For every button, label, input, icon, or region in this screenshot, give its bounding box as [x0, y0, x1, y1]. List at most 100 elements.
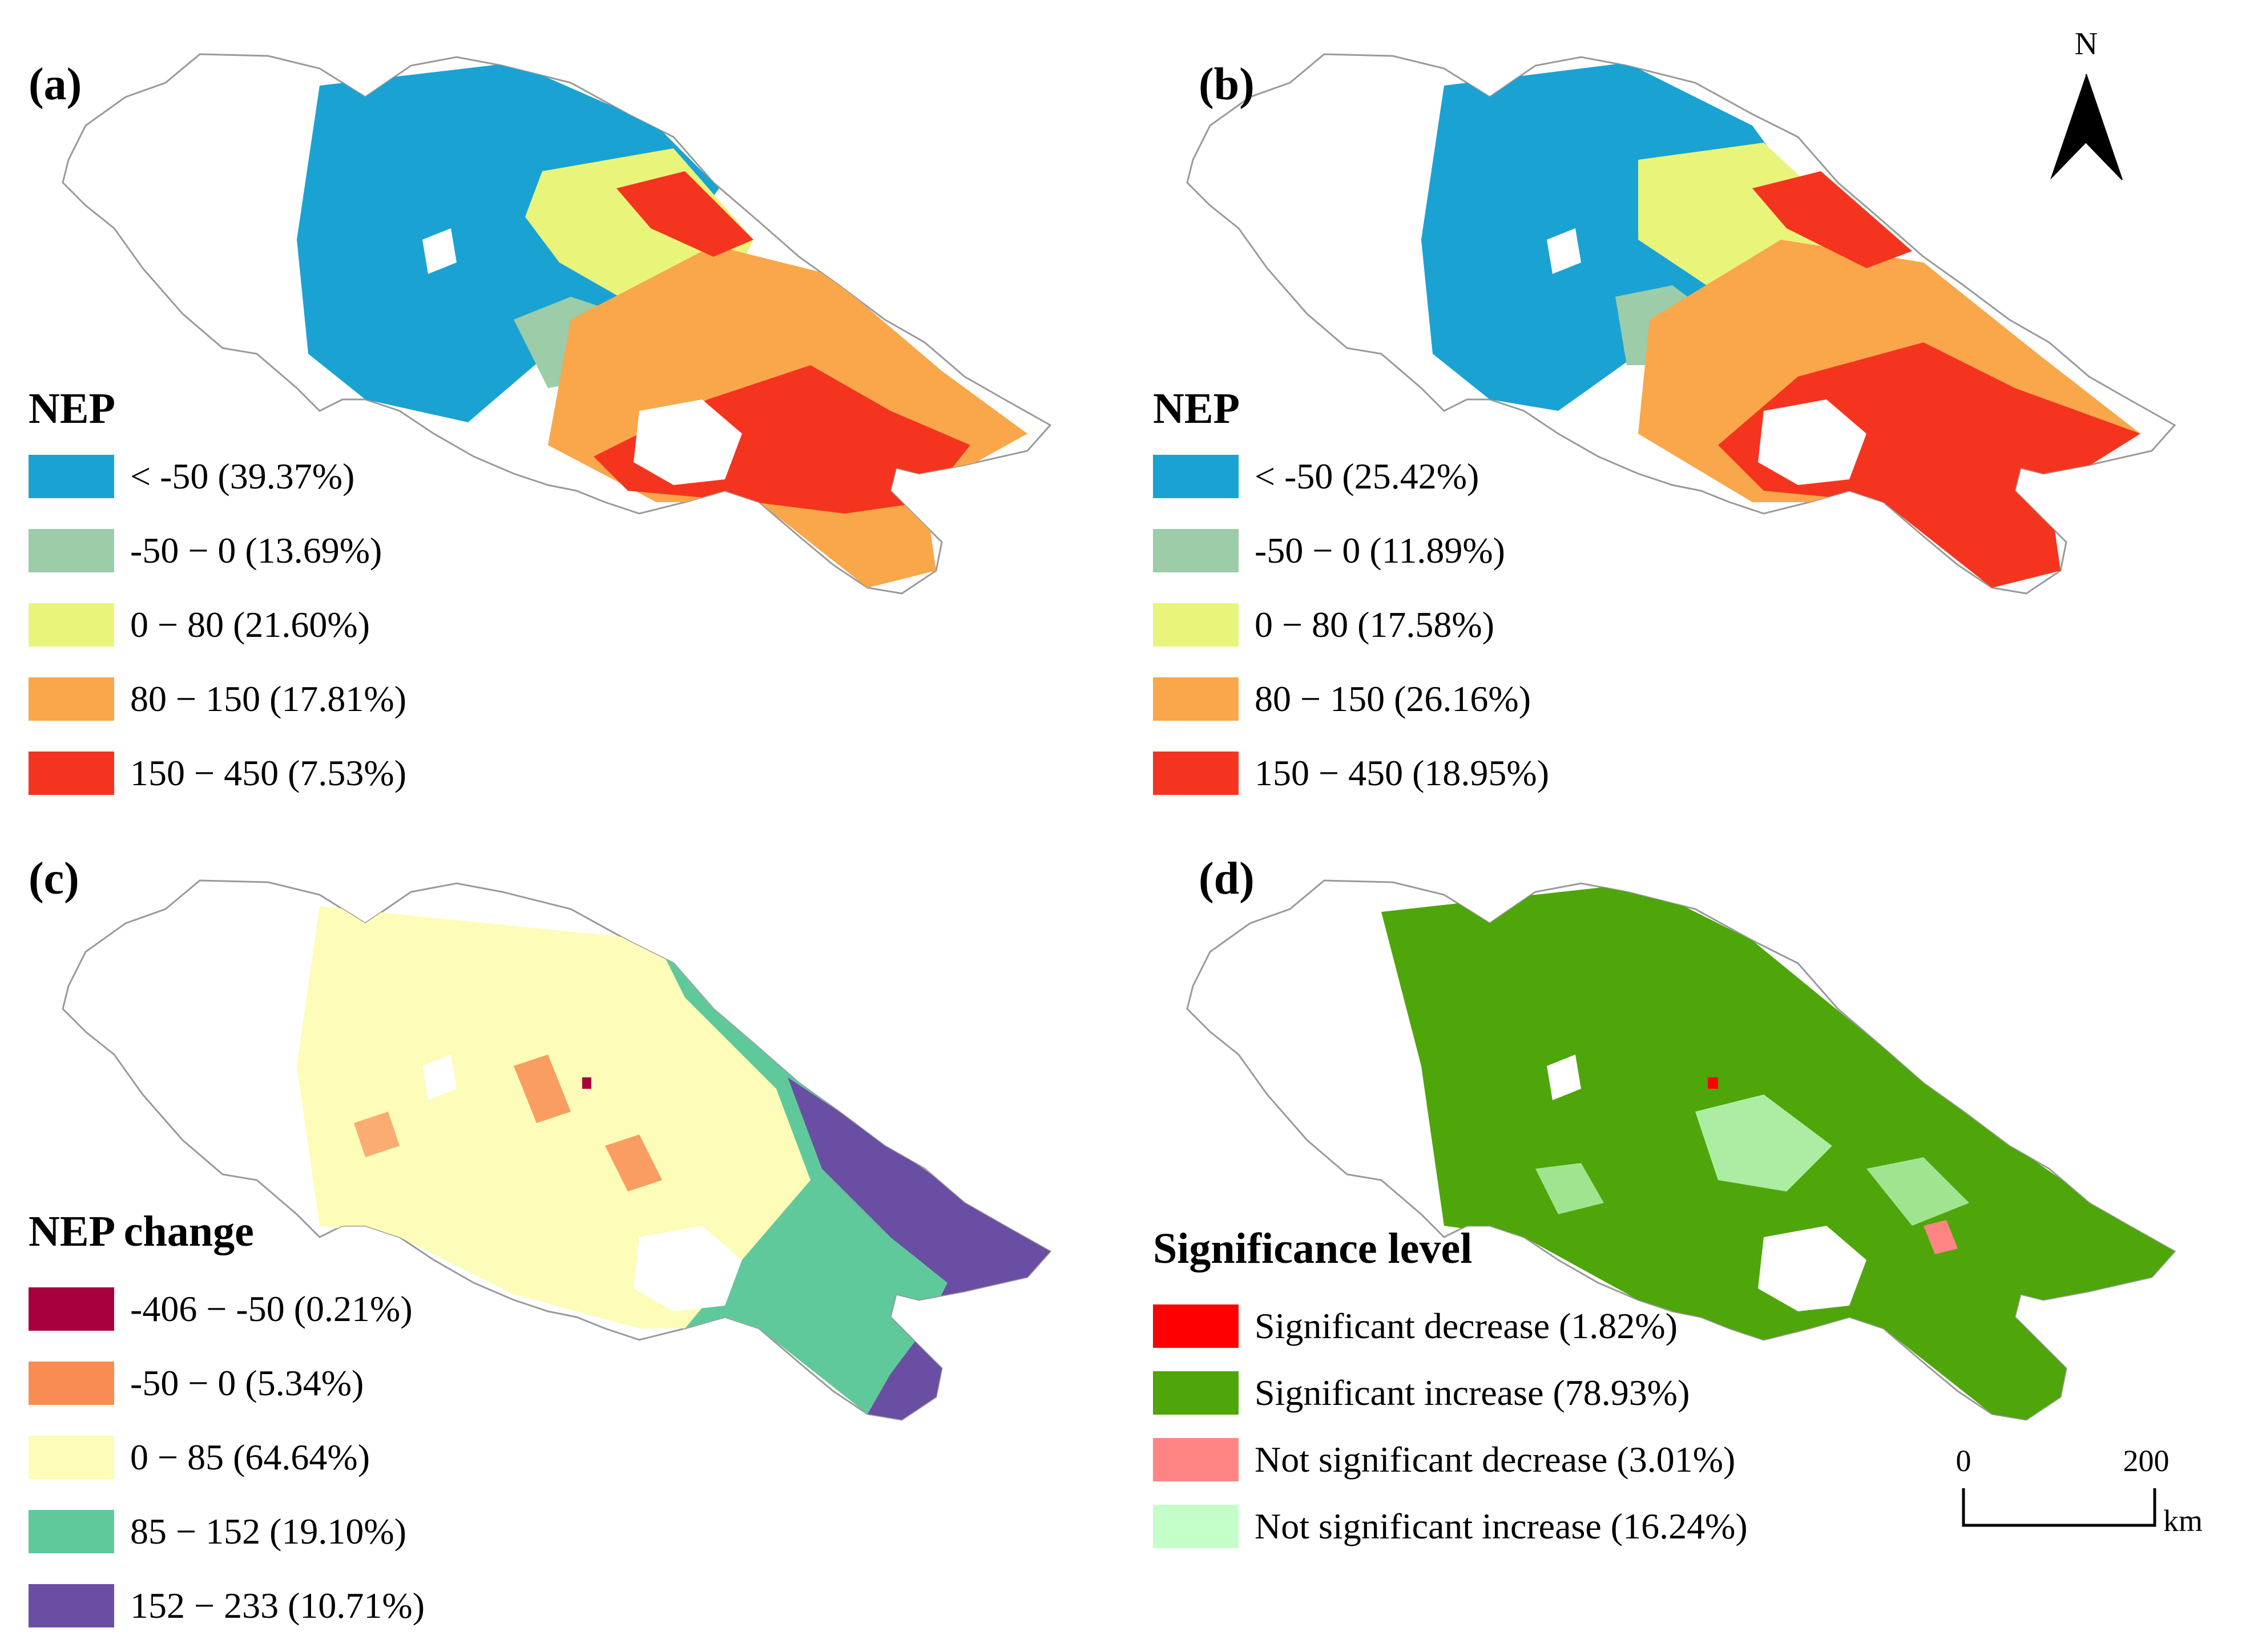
panel-label: (c) [29, 854, 79, 904]
panel-b: (b) NEP < -50 (25.42%) -50 − 0 (11.89%) … [1124, 0, 2255, 826]
lake-a [422, 228, 457, 274]
legend-item: -50 − 0 (11.89%) [1153, 528, 1505, 573]
legend-title: NEP [29, 385, 115, 433]
legend-label: -50 − 0 (5.34%) [130, 1363, 364, 1403]
lake-large-c [634, 1226, 742, 1311]
legend-swatch [29, 1436, 114, 1479]
legend-label: 152 − 233 (10.71%) [130, 1585, 425, 1626]
region-minus50-0-c1 [514, 1055, 571, 1123]
region-not-significant-increase-3 [1535, 1163, 1604, 1214]
legend-swatch [1153, 1304, 1239, 1348]
legend-item: 85 − 152 (19.10%) [29, 1509, 406, 1554]
legend-item: -50 − 0 (13.69%) [29, 528, 382, 573]
legend-swatch [29, 455, 114, 498]
region-not-significant-increase-1 [1695, 1094, 1832, 1191]
legend-item: Not significant decrease (3.01%) [1153, 1437, 1735, 1483]
legend-label: -50 − 0 (13.69%) [130, 530, 382, 571]
region-minus50-0-c3 [354, 1112, 400, 1157]
legend-swatch [29, 603, 114, 647]
region-ridge-a [616, 171, 753, 257]
region-lt-minus50-c [582, 1077, 591, 1089]
legend-title: Significance level [1153, 1225, 1473, 1273]
panel-c: (c) NEP change -406 − -50 (0.21%) -50 − … [0, 826, 1130, 1652]
scale-end-label: 200 [2123, 1444, 2170, 1478]
lake-b [1547, 228, 1581, 274]
north-label: N [2075, 26, 2098, 62]
legend-label: Significant decrease (1.82%) [1255, 1306, 1678, 1346]
north-arrow-icon: N [2050, 26, 2123, 180]
region-not-significant-decrease [1924, 1220, 1958, 1254]
legend-swatch [29, 1510, 114, 1553]
north-arrow-right-half [2086, 74, 2123, 180]
legend-swatch [29, 1362, 114, 1405]
nep-change-map [62, 879, 1051, 1421]
legend-swatch [1153, 1505, 1239, 1548]
legend-label: Not significant decrease (3.01%) [1255, 1439, 1736, 1480]
legend-item: 0 − 80 (21.60%) [29, 602, 370, 648]
legend-label: 0 − 80 (21.60%) [130, 604, 370, 645]
legend-swatch [29, 677, 114, 721]
panel-label: (d) [1199, 854, 1255, 904]
north-arrow-left-half [2050, 74, 2086, 180]
scale-start-label: 0 [1956, 1444, 1971, 1478]
region-lt-minus50-a [297, 63, 719, 422]
legend-item: 80 − 150 (17.81%) [29, 676, 406, 722]
nep-map-b [1186, 53, 2176, 595]
legend-item: -406 − -50 (0.21%) [29, 1286, 413, 1332]
legend-swatch [29, 529, 114, 572]
legend-item: Not significant increase (16.24%) [1153, 1504, 1748, 1549]
scale-line [1962, 1488, 2156, 1527]
legend-item: -50 − 0 (5.34%) [29, 1360, 364, 1406]
legend-swatch [1153, 455, 1239, 498]
legend-swatch [1153, 1438, 1239, 1481]
legend-swatch [1153, 603, 1239, 647]
legend-title: NEP change [29, 1207, 254, 1255]
region-minus50-0-c2 [605, 1134, 662, 1191]
legend-item: Significant increase (78.93%) [1153, 1370, 1690, 1416]
panel-d: (d) Significance level Significant decre… [1124, 826, 2255, 1652]
region-0-85 [297, 906, 890, 1328]
legend-item: 0 − 80 (17.58%) [1153, 602, 1494, 648]
legend-item: 80 − 150 (26.16%) [1153, 676, 1531, 722]
legend-item: < -50 (39.37%) [29, 454, 354, 499]
legend-swatch [29, 752, 114, 795]
region-not-significant-increase-2 [1866, 1157, 1969, 1226]
legend-label: 80 − 150 (17.81%) [130, 678, 407, 719]
legend-item: 0 − 85 (64.64%) [29, 1435, 370, 1480]
region-ridge-b [1752, 171, 1912, 268]
panel-label: (a) [29, 59, 82, 110]
legend-label: 150 − 450 (7.53%) [130, 753, 407, 793]
legend-item: Significant decrease (1.82%) [1153, 1303, 1678, 1349]
legend-swatch [1153, 529, 1239, 572]
legend-swatch [1153, 677, 1239, 721]
lake-c [422, 1055, 457, 1100]
legend-item: 150 − 450 (7.53%) [29, 750, 406, 796]
legend-label: 150 − 450 (18.95%) [1255, 753, 1550, 793]
legend-label: -406 − -50 (0.21%) [130, 1289, 413, 1329]
region-significant-decrease [1708, 1077, 1718, 1089]
region-lt-minus50-b [1421, 63, 1798, 411]
legend-label: < -50 (39.37%) [130, 456, 355, 496]
legend-label: 0 − 80 (17.58%) [1255, 604, 1495, 645]
legend-swatch [1153, 1371, 1239, 1415]
scale-unit-label: km [2163, 1504, 2203, 1538]
legend-label: 80 − 150 (26.16%) [1255, 678, 1531, 719]
legend-item: 152 − 233 (10.71%) [29, 1583, 425, 1629]
legend-title: NEP [1153, 385, 1240, 433]
lake-d [1547, 1055, 1581, 1100]
lake-large-d [1758, 1226, 1866, 1311]
legend-label: -50 − 0 (11.89%) [1255, 530, 1505, 571]
panel-label: (b) [1199, 59, 1255, 110]
legend-swatch [1153, 752, 1239, 795]
legend-label: Significant increase (78.93%) [1255, 1372, 1690, 1413]
panel-a: (a) NEP < -50 (39.37%) -50 − 0 (13.69%) … [0, 0, 1130, 826]
legend-label: 0 − 85 (64.64%) [130, 1437, 370, 1477]
legend-label: Not significant increase (16.24%) [1255, 1506, 1748, 1546]
lake-large-b [1758, 399, 1866, 485]
region-152-233 [788, 1077, 1050, 1420]
legend-item: < -50 (25.42%) [1153, 454, 1479, 499]
legend-item: 150 − 450 (18.95%) [1153, 750, 1549, 796]
nep-map-a [62, 53, 1051, 595]
scale-bar: 0 200 km [1956, 1444, 2203, 1538]
legend-swatch [29, 1584, 114, 1627]
